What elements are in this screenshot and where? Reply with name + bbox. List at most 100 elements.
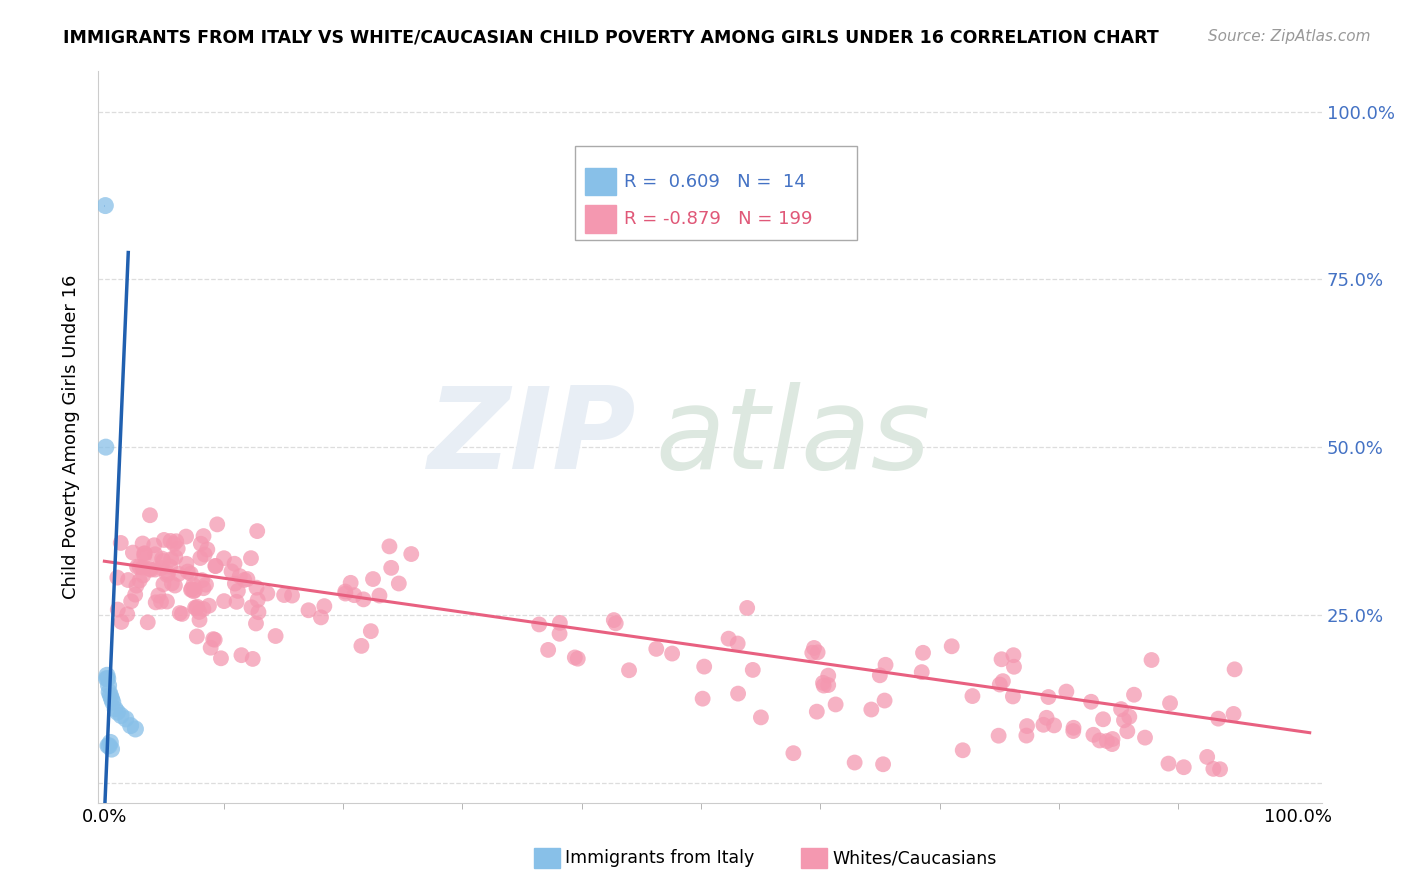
Point — [603, 613, 626, 627]
Point — [817, 668, 839, 682]
Point — [645, 641, 668, 656]
Point — [163, 537, 186, 551]
Point — [200, 640, 222, 655]
Point — [145, 595, 167, 609]
Point — [191, 573, 214, 587]
Point — [273, 588, 295, 602]
Point — [143, 547, 166, 561]
Point — [186, 601, 208, 615]
Point — [104, 702, 127, 716]
Point — [813, 679, 835, 693]
Point — [1159, 696, 1181, 710]
Point — [388, 576, 411, 591]
Point — [242, 652, 264, 666]
Point — [1095, 734, 1118, 748]
Point — [1001, 690, 1024, 704]
Point — [869, 668, 891, 682]
Point — [174, 530, 197, 544]
Point — [170, 607, 193, 621]
Point — [231, 648, 253, 663]
Point — [875, 657, 897, 672]
Point — [1112, 713, 1135, 727]
Point — [143, 563, 166, 577]
Point — [152, 577, 174, 591]
Point — [1063, 721, 1085, 735]
Point — [188, 613, 211, 627]
Point — [94, 440, 117, 454]
Point — [186, 599, 208, 614]
Point — [1173, 760, 1195, 774]
Point — [152, 554, 174, 568]
Point — [860, 702, 883, 716]
Point — [693, 659, 716, 673]
Point — [98, 685, 121, 699]
Point — [122, 545, 145, 559]
Point — [1101, 731, 1123, 746]
Point — [360, 624, 382, 639]
Point — [198, 599, 221, 613]
Point — [256, 586, 278, 600]
FancyBboxPatch shape — [585, 168, 616, 195]
Point — [309, 610, 332, 624]
Point — [98, 735, 121, 749]
Point — [110, 615, 132, 629]
Point — [343, 588, 366, 602]
Point — [94, 198, 117, 212]
Point — [120, 594, 142, 608]
Point — [224, 576, 246, 591]
Point — [176, 557, 198, 571]
Point — [148, 589, 170, 603]
Point — [537, 643, 560, 657]
Point — [139, 508, 162, 523]
Y-axis label: Child Poverty Among Girls Under 16: Child Poverty Among Girls Under 16 — [62, 275, 80, 599]
Point — [188, 551, 211, 566]
Point — [1092, 712, 1115, 726]
Point — [1157, 756, 1180, 771]
Point — [117, 573, 139, 587]
Point — [96, 672, 118, 686]
Point — [281, 589, 304, 603]
Point — [314, 599, 336, 614]
Point — [195, 542, 218, 557]
Point — [803, 640, 825, 655]
Point — [240, 551, 263, 566]
Point — [125, 579, 148, 593]
Point — [212, 594, 235, 608]
Point — [204, 559, 226, 574]
Point — [380, 561, 402, 575]
Point — [165, 534, 187, 549]
Point — [807, 645, 830, 659]
Point — [605, 616, 627, 631]
Point — [1118, 710, 1140, 724]
Point — [1101, 737, 1123, 751]
Point — [1109, 702, 1132, 716]
Point — [844, 756, 866, 770]
Point — [990, 652, 1012, 666]
Point — [193, 602, 215, 616]
Point — [159, 533, 181, 548]
Point — [233, 573, 256, 587]
Point — [1208, 712, 1230, 726]
Text: Whites/Caucasians: Whites/Caucasians — [832, 849, 997, 867]
Point — [617, 663, 640, 677]
Point — [692, 691, 714, 706]
Point — [180, 582, 202, 596]
Point — [1222, 706, 1244, 721]
Point — [727, 636, 749, 650]
Point — [741, 663, 763, 677]
Point — [236, 572, 259, 586]
Point — [824, 698, 846, 712]
Point — [167, 566, 190, 581]
Point — [567, 651, 589, 665]
Point — [194, 577, 217, 591]
Point — [165, 550, 187, 565]
Point — [1035, 711, 1057, 725]
Point — [132, 568, 155, 582]
Point — [378, 540, 401, 554]
Point — [1015, 719, 1038, 733]
Point — [194, 548, 217, 562]
Point — [727, 687, 749, 701]
Point — [150, 561, 173, 575]
Point — [177, 565, 200, 579]
Point — [1123, 688, 1146, 702]
